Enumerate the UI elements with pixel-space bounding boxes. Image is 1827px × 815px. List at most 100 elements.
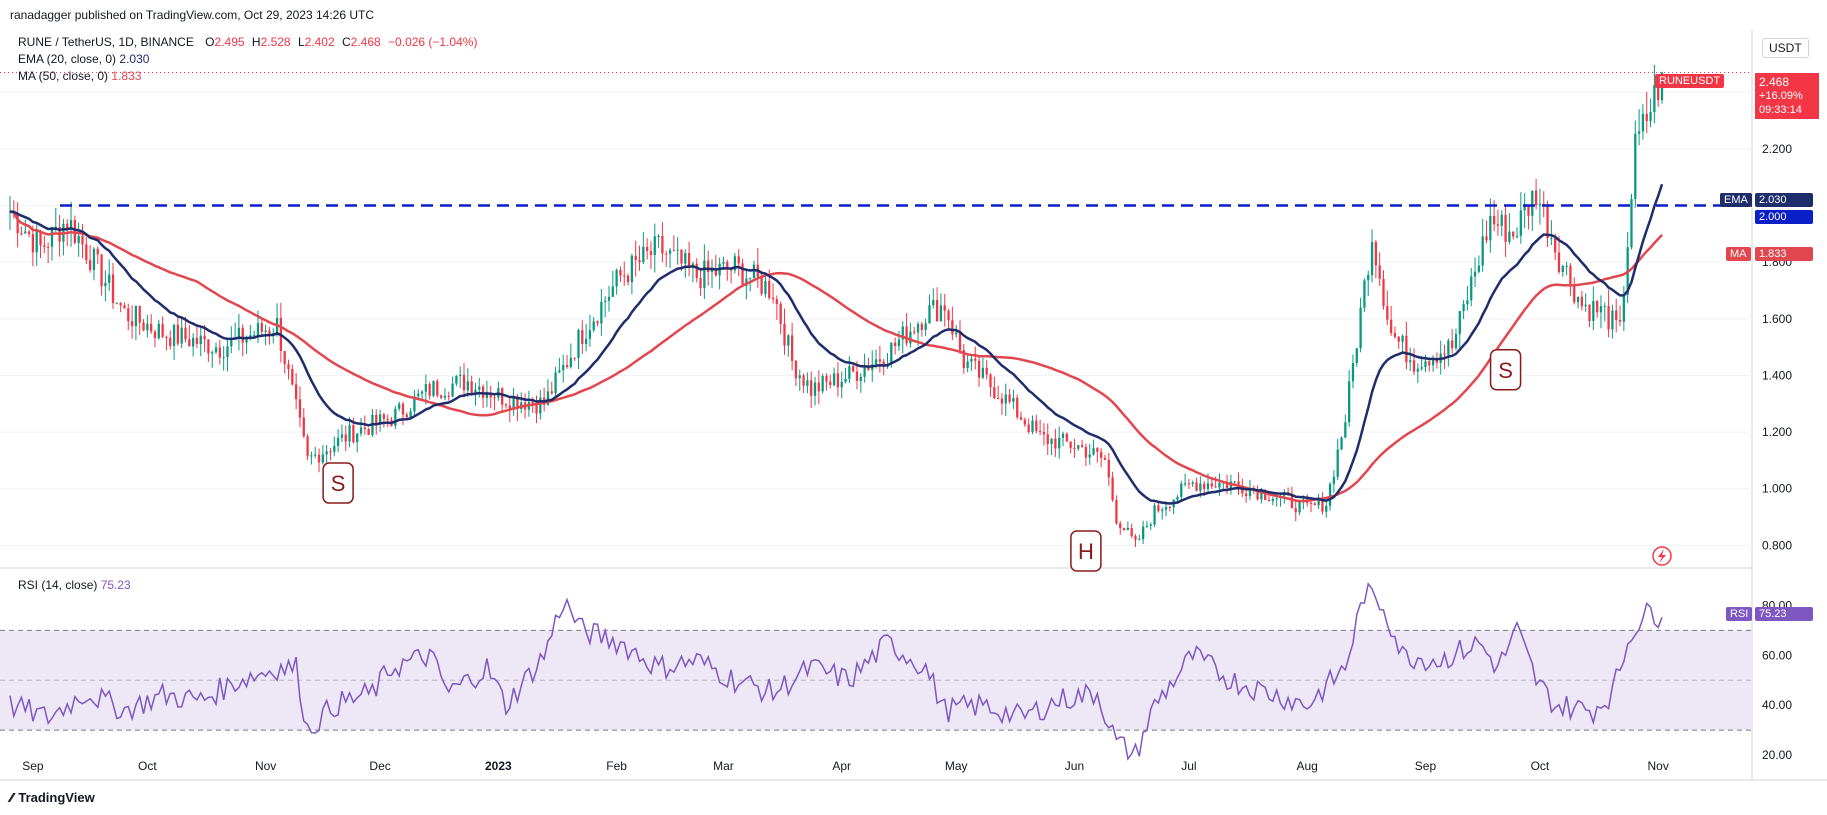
time-tick-label: Apr xyxy=(832,759,851,773)
candle-body xyxy=(981,367,985,378)
candle-body xyxy=(1183,483,1187,485)
candle-body xyxy=(1500,214,1503,226)
candle-body xyxy=(1584,304,1587,307)
rsi-legend[interactable]: RSI (14, close) 75.23 xyxy=(18,578,131,592)
candle-body xyxy=(855,371,859,381)
candle-body xyxy=(1180,483,1183,497)
candle-body xyxy=(962,350,965,368)
rsi-tag-label: RSI xyxy=(1726,607,1753,621)
candle-body xyxy=(203,335,206,340)
candle-body xyxy=(893,342,897,346)
candle-body xyxy=(16,213,19,234)
candle-body xyxy=(420,391,424,394)
candle-body xyxy=(771,297,775,300)
candle-body xyxy=(691,263,695,267)
candle-body xyxy=(130,321,134,327)
candle-body xyxy=(993,387,996,398)
candle-body xyxy=(649,251,653,255)
candle-body xyxy=(1176,496,1179,500)
candle-body xyxy=(493,397,496,399)
candle-body xyxy=(1122,528,1126,531)
candle-body xyxy=(665,253,668,255)
candle-body xyxy=(81,235,84,245)
candle-body xyxy=(111,274,115,303)
candle-body xyxy=(1565,265,1568,267)
candle-body xyxy=(100,254,103,287)
candle-body xyxy=(1588,304,1591,321)
candle-body xyxy=(1199,483,1202,491)
candle-body xyxy=(539,397,542,414)
candle-body xyxy=(1454,333,1458,349)
ma-legend[interactable]: MA (50, close, 0) 1.833 xyxy=(18,69,142,83)
candle-body xyxy=(1477,265,1481,272)
ma-tag-label: MA xyxy=(1726,247,1751,261)
candle-body xyxy=(1084,446,1088,458)
candle-body xyxy=(1554,238,1557,253)
candle-body xyxy=(1145,525,1149,527)
candle-body xyxy=(974,358,977,361)
time-tick-label: Jun xyxy=(1065,759,1084,773)
candle-body xyxy=(840,381,843,388)
candle-body xyxy=(108,274,111,283)
candle-body xyxy=(882,361,885,367)
candle-body xyxy=(43,245,46,247)
tradingview-brand[interactable]: ⁄⁄ TradingView xyxy=(10,790,95,805)
rsi-series-line xyxy=(9,582,1663,761)
candle-body xyxy=(1195,482,1198,491)
candle-body xyxy=(1492,215,1496,225)
candle-body xyxy=(382,414,386,419)
candle-body xyxy=(916,324,920,333)
currency-label[interactable]: USDT xyxy=(1762,38,1809,58)
candle-body xyxy=(184,327,187,340)
candle-body xyxy=(1111,477,1114,501)
ema-legend[interactable]: EMA (20, close, 0) 2.030 xyxy=(18,52,150,66)
attribution: ranadagger published on TradingView.com,… xyxy=(10,8,375,22)
candle-body xyxy=(413,396,416,412)
pattern-box xyxy=(1070,530,1102,572)
candle-body xyxy=(588,330,592,339)
horizontal-level[interactable] xyxy=(0,71,1752,207)
candle-body xyxy=(1485,236,1488,241)
ma-tag-value: 1.833 xyxy=(1755,247,1813,261)
candle-body xyxy=(1218,482,1221,488)
candle-body xyxy=(142,322,145,331)
rsi-line xyxy=(9,582,1663,761)
tradingview-logo-icon: ⁄⁄ xyxy=(10,790,14,805)
lightning-icon[interactable] xyxy=(1652,546,1672,566)
candle-body xyxy=(1603,305,1606,307)
candle-body xyxy=(1138,539,1141,541)
price-grid xyxy=(0,91,1752,546)
candle-body xyxy=(375,414,378,425)
candle-body xyxy=(1298,500,1301,513)
candle-body xyxy=(958,332,962,351)
candle-body xyxy=(264,330,267,332)
candle-body xyxy=(1409,360,1412,363)
candle-body xyxy=(1290,495,1294,509)
candle-body xyxy=(997,397,1000,399)
candle-body xyxy=(1607,305,1610,330)
time-axis[interactable]: Sep Oct Nov Dec 2023 Feb Mar Apr May Jun Jul Aug Sep… xyxy=(22,759,1669,773)
candle-body xyxy=(47,246,50,248)
candle-body xyxy=(863,366,866,377)
candle-body xyxy=(88,260,92,271)
candle-body xyxy=(39,231,42,246)
candle-body xyxy=(1004,394,1007,404)
candle-body xyxy=(504,404,508,406)
candle-body xyxy=(1203,483,1206,490)
candle-body xyxy=(909,331,912,344)
candle-body xyxy=(409,411,412,418)
candle-body xyxy=(1317,498,1320,506)
candle-body xyxy=(1161,509,1164,511)
candle-body xyxy=(947,310,950,321)
candle-body xyxy=(935,300,939,322)
candle-body xyxy=(657,235,660,237)
candle-body xyxy=(329,451,332,453)
candle-body xyxy=(172,324,176,346)
candle-body xyxy=(890,342,893,364)
candle-body xyxy=(77,235,80,243)
candle-body xyxy=(638,260,641,263)
candle-body xyxy=(1168,507,1171,509)
candle-body xyxy=(401,403,405,415)
candle-body xyxy=(768,280,771,298)
